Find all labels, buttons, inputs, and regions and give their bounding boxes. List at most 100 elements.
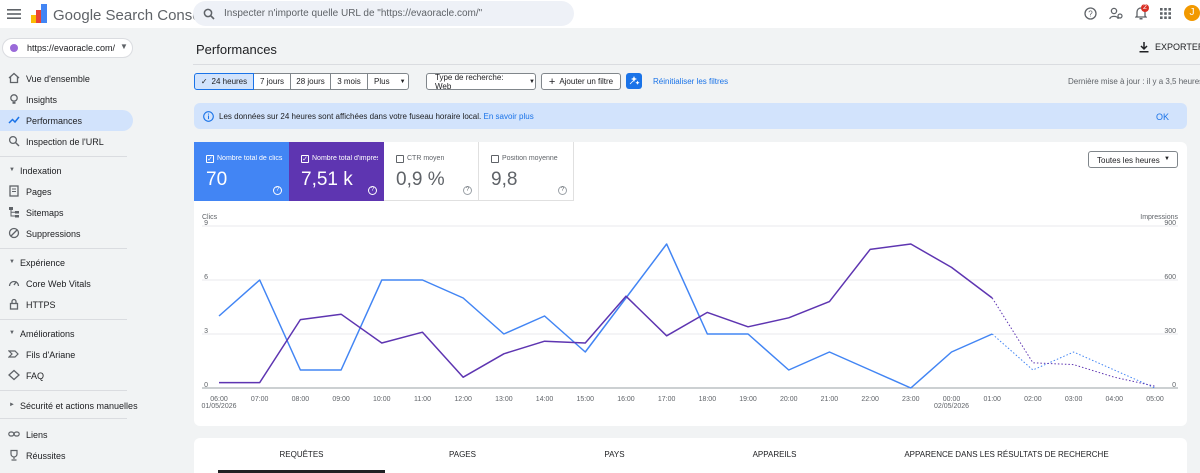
- sidebar-section-indexation[interactable]: ▼ Indexation: [0, 163, 127, 179]
- plus-icon: +: [548, 75, 556, 88]
- metric-value: 7,51 k: [301, 169, 353, 190]
- sidebar-item-achievements[interactable]: Réussites: [0, 445, 133, 466]
- date-range-label: 28 jours: [296, 77, 325, 86]
- tab-pages[interactable]: PAGES: [449, 450, 476, 459]
- sidebar-item-pages[interactable]: Pages: [0, 181, 133, 202]
- metric-label: CTR moyen: [407, 155, 445, 162]
- tab-search-appearance[interactable]: APPARENCE DANS LES RÉSULTATS DE RECHERCH…: [904, 450, 1109, 459]
- metric-label: Nombre total de clics: [217, 155, 283, 162]
- app-brand[interactable]: Google Search Console: [53, 7, 213, 24]
- date-range-label: 24 heures: [211, 77, 248, 86]
- caret-down-icon: ▼: [399, 78, 406, 85]
- metric-average-ctr[interactable]: CTR moyen 0,9 % ?: [384, 142, 479, 201]
- reset-filters-link[interactable]: Réinitialiser les filtres: [653, 77, 729, 86]
- page-title: Performances: [196, 42, 277, 57]
- date-range-24h[interactable]: ✓ 24 heures: [194, 73, 254, 90]
- learn-more-link[interactable]: En savoir plus: [483, 112, 534, 121]
- sidebar-item-removals[interactable]: Suppressions: [0, 223, 133, 244]
- sidebar-item-label: Performances: [26, 116, 83, 126]
- sidebar-section-security[interactable]: ► Sécurité et actions manuelles: [0, 398, 138, 414]
- sidebar-item-url-inspection[interactable]: Inspection de l'URL: [0, 131, 133, 152]
- compare-filter-button[interactable]: [626, 73, 642, 89]
- apps-grid-icon[interactable]: [1159, 7, 1172, 20]
- sidebar-item-core-web-vitals[interactable]: Core Web Vitals: [0, 273, 133, 294]
- checked-checkbox-icon[interactable]: ✓: [301, 155, 309, 163]
- sidebar-item-label: Liens: [26, 430, 48, 440]
- metric-value: 0,9 %: [396, 169, 445, 190]
- sidebar-divider: [0, 418, 127, 419]
- sidebar-item-label: Vue d'ensemble: [26, 74, 90, 84]
- search-input[interactable]: Inspecter n'importe quelle URL de "https…: [224, 8, 483, 19]
- check-icon: ✓: [200, 77, 208, 86]
- help-icon[interactable]: ?: [1083, 6, 1097, 20]
- granularity-label: Toutes les heures: [1097, 156, 1160, 165]
- search-type-filter[interactable]: Type de recherche: Web ▼: [426, 72, 536, 91]
- tab-queries[interactable]: REQUÊTES: [279, 450, 324, 459]
- search-type-label: Type de recherche: Web: [435, 72, 504, 91]
- add-filter-button[interactable]: + Ajouter un filtre: [541, 73, 621, 90]
- metric-value: 9,8: [491, 169, 518, 190]
- tab-devices[interactable]: APPAREILS: [752, 450, 797, 459]
- notification-count-badge: 2: [1141, 4, 1149, 12]
- sidebar-item-label: HTTPS: [26, 300, 56, 310]
- caret-down-icon: ▼: [1164, 156, 1170, 162]
- granularity-dropdown[interactable]: Toutes les heures ▼: [1088, 151, 1178, 168]
- sidebar-item-faq[interactable]: FAQ: [0, 365, 133, 386]
- date-range-28d[interactable]: 28 jours: [291, 73, 331, 90]
- metric-total-impressions[interactable]: ✓ Nombre total d'impressions 7,51 k ?: [289, 142, 384, 201]
- checked-checkbox-icon[interactable]: ✓: [206, 155, 214, 163]
- sidebar-item-overview[interactable]: Vue d'ensemble: [0, 68, 133, 89]
- sidebar-item-breadcrumbs[interactable]: Fils d'Ariane: [0, 344, 133, 365]
- sidebar-section-experience[interactable]: ▼ Expérience: [0, 255, 127, 271]
- sidebar-item-label: Réussites: [26, 451, 66, 461]
- download-icon: [1139, 42, 1149, 53]
- help-icon[interactable]: ?: [558, 186, 567, 195]
- active-tab-indicator: [218, 470, 385, 473]
- collapse-arrow-icon: ▼: [9, 167, 15, 173]
- metric-label: Position moyenne: [502, 155, 558, 162]
- metric-total-clicks[interactable]: ✓ Nombre total de clics 70 ?: [194, 142, 289, 201]
- hamburger-menu-icon[interactable]: [6, 6, 22, 22]
- url-inspect-search-bar[interactable]: Inspecter n'importe quelle URL de "https…: [193, 1, 574, 26]
- unchecked-checkbox-icon[interactable]: [396, 155, 404, 163]
- sitemap-icon: [8, 206, 20, 218]
- tab-countries[interactable]: PAYS: [604, 450, 625, 459]
- sidebar-item-links[interactable]: Liens: [0, 424, 133, 445]
- collapse-arrow-icon: ▼: [9, 330, 15, 336]
- sidebar-item-https[interactable]: HTTPS: [0, 294, 133, 315]
- dismiss-ok-button[interactable]: OK: [1156, 112, 1170, 122]
- date-range-3m[interactable]: 3 mois: [331, 73, 368, 90]
- trophy-icon: [8, 449, 20, 461]
- sidebar: https://evaoracle.com/ ▼ Vue d'ensemble …: [0, 28, 140, 473]
- help-icon[interactable]: ?: [463, 186, 472, 195]
- sidebar-item-label: Insights: [26, 95, 58, 105]
- caret-down-icon: ▼: [120, 42, 128, 51]
- help-icon[interactable]: ?: [273, 186, 282, 195]
- sidebar-section-label: Améliorations: [20, 329, 75, 339]
- export-label: EXPORTER: [1155, 42, 1200, 52]
- sidebar-section-enhancements[interactable]: ▼ Améliorations: [0, 326, 127, 342]
- sidebar-item-performances[interactable]: Performances: [0, 110, 133, 131]
- property-selector[interactable]: https://evaoracle.com/ ▼: [2, 38, 133, 58]
- date-range-7d[interactable]: 7 jours: [254, 73, 291, 90]
- sidebar-item-sitemaps[interactable]: Sitemaps: [0, 202, 133, 223]
- sidebar-item-label: Core Web Vitals: [26, 279, 91, 289]
- svg-text:?: ?: [1088, 9, 1093, 18]
- date-range-more[interactable]: Plus ▼: [368, 73, 409, 90]
- filter-sparkle-icon: [629, 75, 640, 85]
- sidebar-section-label: Expérience: [20, 258, 66, 268]
- sidebar-item-insights[interactable]: Insights: [0, 89, 133, 110]
- sidebar-divider: [0, 319, 127, 320]
- metric-average-position[interactable]: Position moyenne 9,8 ?: [479, 142, 574, 201]
- dimension-tabs: REQUÊTES PAGES PAYS APPAREILS APPARENCE …: [194, 438, 1187, 473]
- info-banner: Les données sur 24 heures sont affichées…: [194, 103, 1187, 129]
- unchecked-checkbox-icon[interactable]: [491, 155, 499, 163]
- avatar[interactable]: J: [1184, 5, 1200, 21]
- caret-down-icon: ▼: [529, 78, 535, 85]
- help-icon[interactable]: ?: [368, 186, 377, 195]
- sidebar-item-label: Suppressions: [26, 229, 81, 239]
- add-filter-label: Ajouter un filtre: [559, 77, 614, 86]
- trending-icon: [8, 114, 20, 126]
- search-console-logo-icon[interactable]: [31, 4, 47, 23]
- user-settings-icon[interactable]: [1109, 6, 1123, 20]
